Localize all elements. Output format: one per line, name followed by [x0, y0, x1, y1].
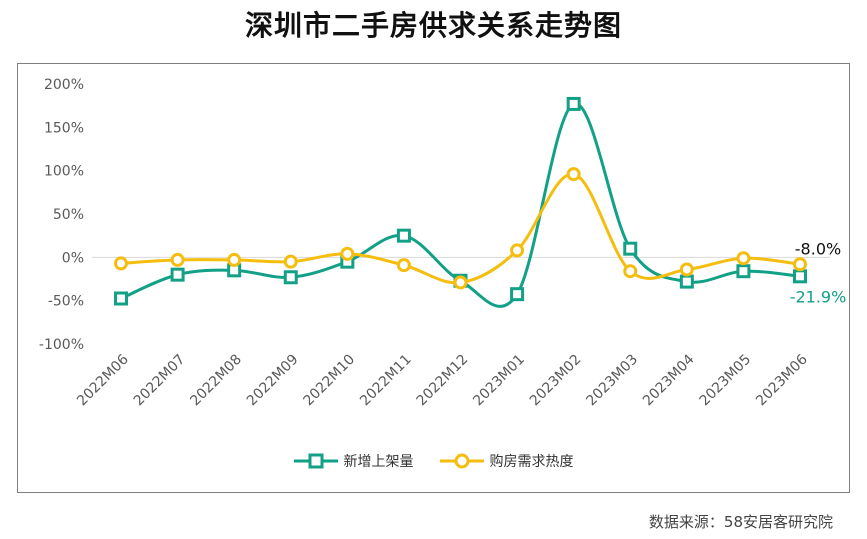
- x-tick-label: 2023M05: [697, 352, 755, 410]
- legend-label-series-1: 新增上架量: [343, 454, 414, 470]
- x-tick-label: 2022M09: [244, 352, 302, 410]
- legend-square-marker-icon: [293, 453, 338, 469]
- chart-title: 深圳市二手房供求关系走势图: [244, 9, 622, 42]
- series-2-point: [453, 275, 468, 290]
- x-tick-label: 2022M12: [414, 352, 472, 410]
- series-2-point: [510, 243, 525, 258]
- series-line-2: [120, 172, 801, 285]
- series-2-point: [227, 252, 242, 267]
- series-2-point: [170, 252, 185, 267]
- series-2-point: [283, 254, 298, 269]
- x-tick-label: 2022M08: [187, 352, 245, 410]
- y-tick-label: -100%: [39, 337, 84, 353]
- series-2-point: [340, 246, 355, 261]
- y-tick-label: 50%: [53, 207, 84, 223]
- data-source-note: 数据来源：58安居客研究院: [648, 513, 833, 531]
- y-tick-label: 150%: [44, 120, 84, 136]
- series-1-point: [736, 264, 751, 279]
- x-tick-label: 2022M10: [301, 352, 359, 410]
- series-1-point: [679, 274, 694, 289]
- series-2-point: [114, 256, 128, 271]
- x-tick-label: 2022M11: [357, 352, 415, 410]
- series-1-point: [793, 269, 807, 284]
- x-tick-label: 2023M04: [640, 351, 698, 409]
- y-tick-label: 200%: [44, 77, 84, 93]
- x-tick-label: 2023M02: [527, 352, 585, 410]
- series-2-point: [793, 257, 807, 272]
- series-1-point: [170, 267, 185, 282]
- legend-label-series-2: 购房需求热度: [489, 454, 574, 470]
- x-tick-label: 2022M07: [131, 352, 189, 410]
- series-1-point: [566, 96, 581, 111]
- y-tick-label: -50%: [48, 294, 84, 310]
- series-2-point: [679, 262, 694, 277]
- chart-frame: [17, 63, 850, 493]
- series-2-point: [396, 258, 411, 273]
- series-1-point: [623, 241, 638, 256]
- series-1-point: [396, 228, 411, 243]
- x-tick-label: 2023M03: [583, 352, 641, 410]
- series-2-end-label: -8.0%: [795, 239, 841, 258]
- series-1-end-label: -21.9%: [790, 287, 847, 306]
- series-2-point: [623, 264, 638, 279]
- series-2-point: [736, 251, 751, 266]
- series-2-point: [566, 167, 581, 182]
- series-line-1: [120, 102, 801, 308]
- legend-item-series-2: 购房需求热度: [439, 451, 574, 471]
- x-tick-label: 2022M06: [74, 351, 132, 409]
- series-1-point: [510, 287, 525, 302]
- legend-circle-marker-icon: [439, 453, 484, 469]
- legend: 新增上架量 购房需求热度: [0, 451, 867, 471]
- legend-item-series-1: 新增上架量: [293, 451, 414, 471]
- x-tick-label: 2023M06: [753, 351, 811, 409]
- y-tick-label: 100%: [44, 164, 84, 180]
- x-tick-label: 2023M01: [470, 352, 528, 410]
- series-1-point: [283, 270, 298, 285]
- series-1-point: [114, 291, 128, 306]
- y-tick-label: 0%: [62, 250, 84, 266]
